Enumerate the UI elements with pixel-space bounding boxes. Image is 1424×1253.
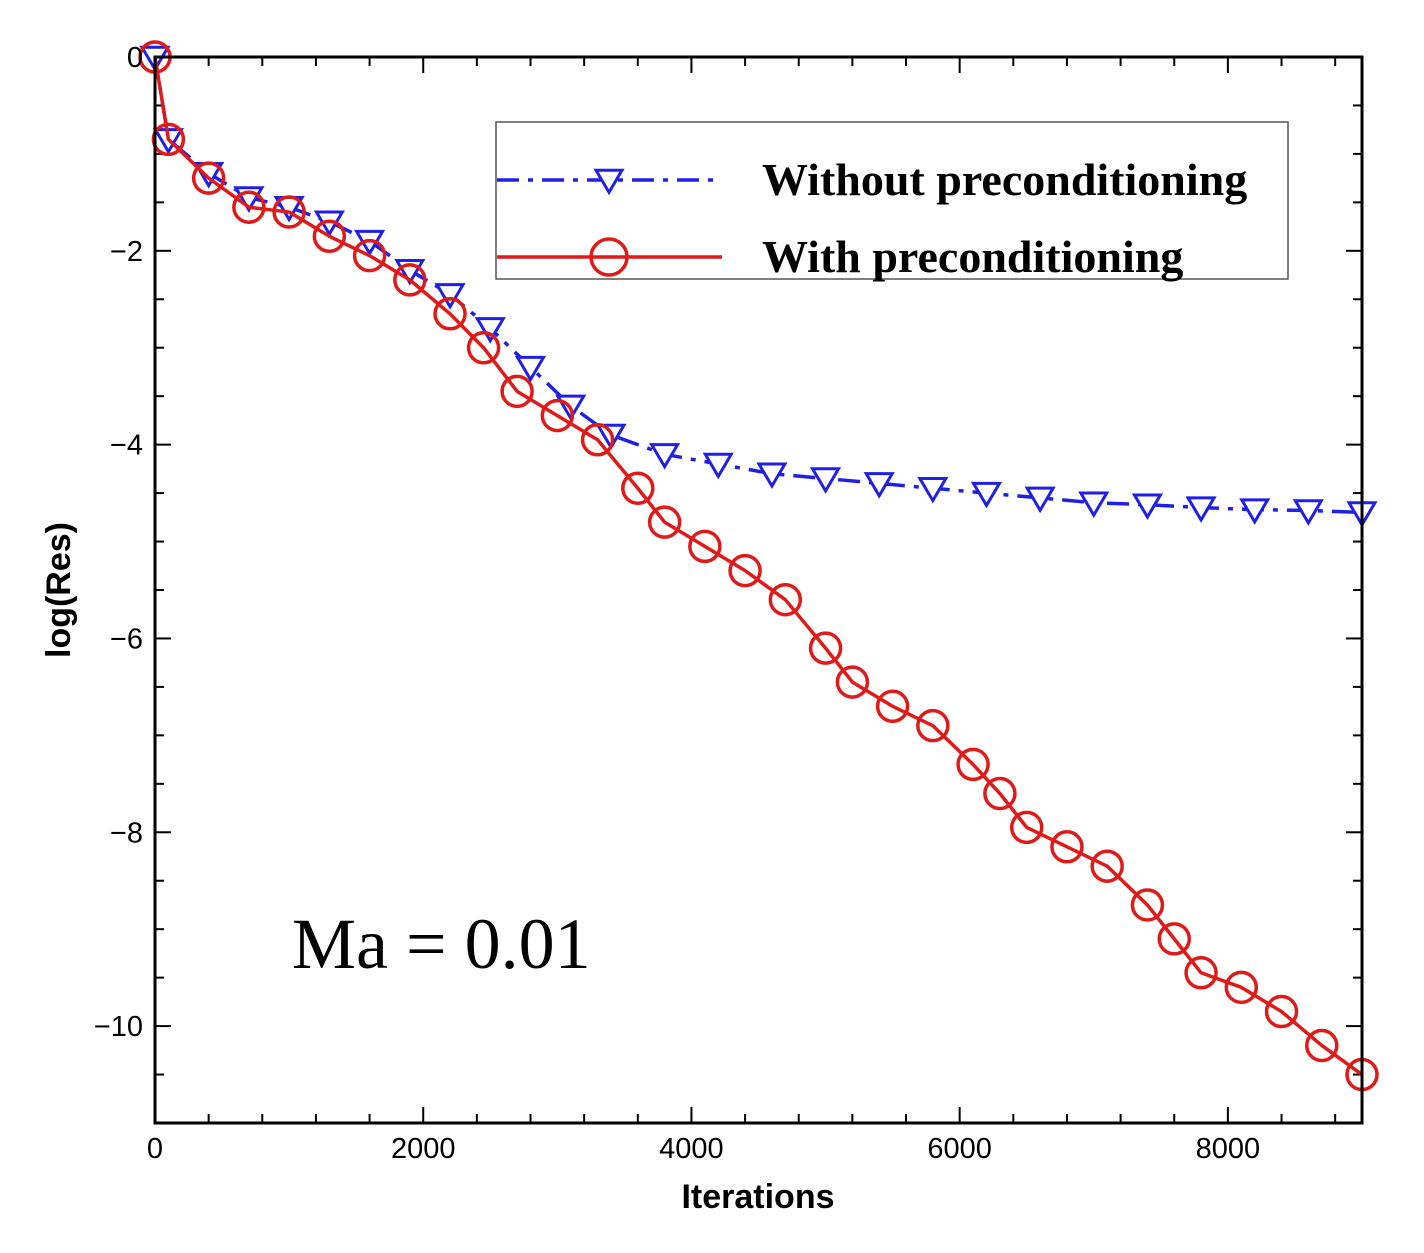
data-point-triangle [702, 452, 734, 480]
data-point-circle [433, 297, 467, 331]
y-tick-label: −10 [94, 1011, 143, 1043]
data-point-circle [728, 553, 762, 588]
data-point-circle [1305, 1028, 1339, 1063]
data-point-circle [151, 122, 186, 157]
x-tick-label: 2000 [391, 1133, 456, 1165]
data-point-circle [688, 529, 722, 564]
data-point-circle [191, 161, 226, 195]
data-point-circle [312, 219, 347, 254]
data-point-triangle [1131, 493, 1164, 521]
data-point-circle [808, 631, 843, 665]
data-point-triangle [756, 462, 788, 490]
data-point-triangle [917, 476, 949, 504]
data-point-circle [500, 374, 534, 409]
series-layer [138, 40, 1379, 1092]
data-point-triangle [1078, 491, 1110, 519]
data-point-circle [1090, 849, 1124, 883]
data-point-triangle [863, 472, 895, 499]
data-point-triangle [514, 355, 547, 383]
y-tick-label: 0 [127, 42, 143, 74]
data-point-circle [540, 398, 575, 433]
y-axis-title: log(Res) [40, 522, 78, 658]
data-point-circle [647, 505, 682, 539]
data-point-triangle [970, 481, 1003, 509]
data-point-triangle [474, 317, 506, 344]
legend-marker-triangle [593, 168, 625, 196]
x-tick-label: 0 [147, 1133, 163, 1165]
data-point-circle [835, 665, 870, 699]
data-point-triangle [1185, 496, 1217, 523]
data-point-circle [1050, 830, 1084, 864]
mach-annotation: Ma = 0.01 [292, 904, 591, 984]
data-point-triangle [648, 443, 681, 470]
data-point-circle [1224, 970, 1259, 1005]
legend-marker-circle [589, 237, 629, 277]
y-tick-label: −2 [110, 236, 143, 268]
series-with-preconditioning [138, 40, 1379, 1092]
x-tick-label: 4000 [659, 1133, 724, 1165]
plot-frame [153, 55, 1364, 1125]
data-point-circle [1130, 888, 1165, 922]
data-point-circle [580, 423, 615, 457]
data-point-triangle [434, 283, 466, 310]
legend: Without preconditioning With precondition… [495, 121, 1289, 282]
series-line [153, 56, 1364, 1076]
data-point-circle [272, 195, 306, 229]
y-tick-label: −4 [110, 430, 143, 462]
data-point-circle [466, 330, 501, 365]
data-point-triangle [1024, 486, 1056, 514]
data-point-circle [1009, 810, 1044, 845]
data-point-circle [916, 708, 950, 743]
data-point-triangle [1239, 498, 1271, 525]
data-point-circle [768, 582, 803, 617]
data-point-circle [232, 190, 266, 224]
data-point-triangle [1292, 499, 1324, 526]
data-point-circle [983, 776, 1017, 811]
y-tick-label: −8 [110, 817, 143, 849]
data-point-circle [352, 238, 387, 273]
y-tick-label: −6 [110, 623, 143, 655]
data-point-circle [1157, 922, 1191, 956]
data-point-triangle [809, 467, 842, 494]
data-point-circle [956, 747, 990, 782]
x-axis-title: Iterations [681, 1178, 834, 1216]
data-point-circle [875, 689, 910, 724]
x-tick-label: 6000 [927, 1133, 992, 1165]
tick-labels: 0 2000 4000 6000 8000 0 −2 −4 −6 −8 −10 [94, 42, 1260, 1165]
x-tick-label: 8000 [1196, 1133, 1261, 1165]
data-point-circle [1184, 956, 1218, 990]
data-point-circle [393, 263, 427, 297]
legend-label: Without preconditioning [762, 154, 1247, 205]
data-point-circle [621, 471, 655, 505]
series-without-preconditioning [139, 45, 1378, 528]
data-point-circle [1264, 994, 1299, 1029]
legend-label: With preconditioning [762, 231, 1183, 282]
